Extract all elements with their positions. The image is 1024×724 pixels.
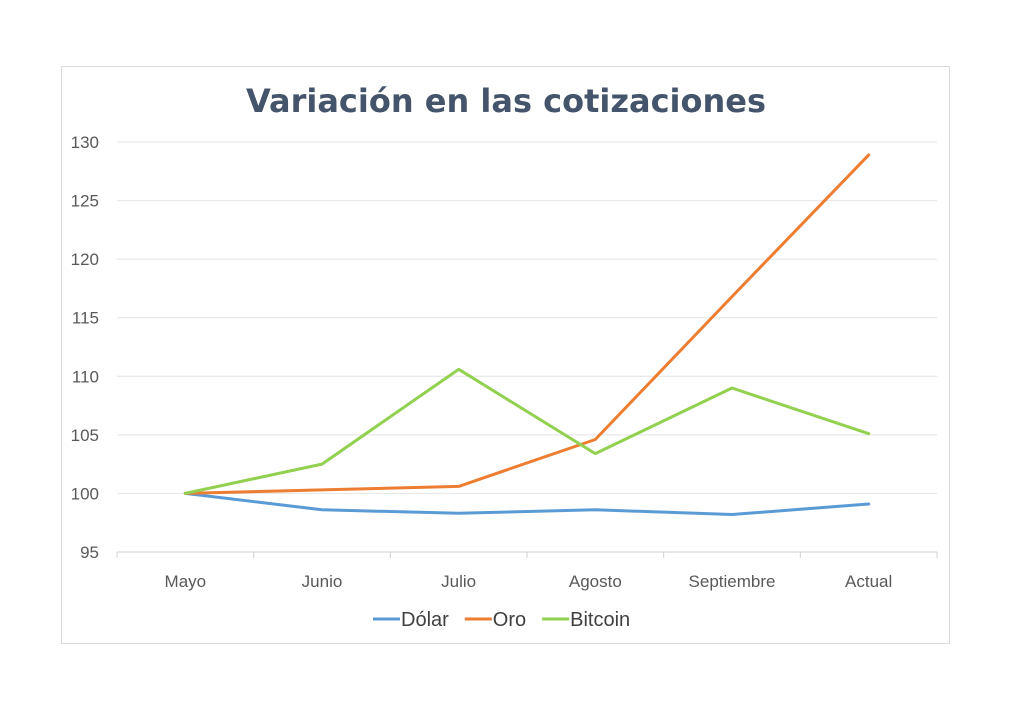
chart-title: Variación en las cotizaciones — [246, 82, 766, 120]
x-tick-label: Septiembre — [689, 572, 776, 591]
y-tick-label: 95 — [80, 543, 99, 562]
series-line-dólar — [183, 491, 871, 516]
legend-item: Oro — [464, 609, 526, 631]
legend-label: Oro — [493, 609, 526, 631]
y-tick-label: 115 — [72, 309, 99, 328]
x-tick-label: Mayo — [165, 572, 207, 591]
series-line-oro — [183, 153, 871, 495]
x-tick-label: Julio — [441, 572, 476, 591]
y-tick-label: 120 — [71, 250, 99, 269]
legend: Dólar Oro Bitcoin — [373, 609, 630, 631]
legend-label: Bitcoin — [570, 609, 630, 631]
y-tick-label: 110 — [72, 367, 99, 386]
series-line-bitcoin — [183, 367, 871, 495]
x-axis — [116, 551, 938, 558]
x-tick-label: Agosto — [569, 572, 622, 591]
y-tick-label: 125 — [71, 192, 99, 211]
y-tick-label: 100 — [71, 484, 99, 503]
gridlines — [117, 141, 937, 494]
x-axis-ticks: Mayo Junio Julio Agosto Septiembre Actual — [165, 572, 893, 591]
y-axis-ticks: 95 100 105 110 115 120 125 130 — [71, 133, 99, 562]
y-tick-label: 130 — [71, 133, 99, 152]
y-tick-label: 105 — [71, 426, 99, 445]
x-tick-label: Actual — [845, 572, 892, 591]
legend-item: Dólar — [373, 609, 449, 631]
series-lines — [183, 153, 871, 516]
legend-item: Bitcoin — [542, 609, 630, 631]
chart-area — [61, 66, 950, 644]
legend-label: Dólar — [401, 609, 449, 631]
x-tick-label: Junio — [302, 572, 343, 591]
